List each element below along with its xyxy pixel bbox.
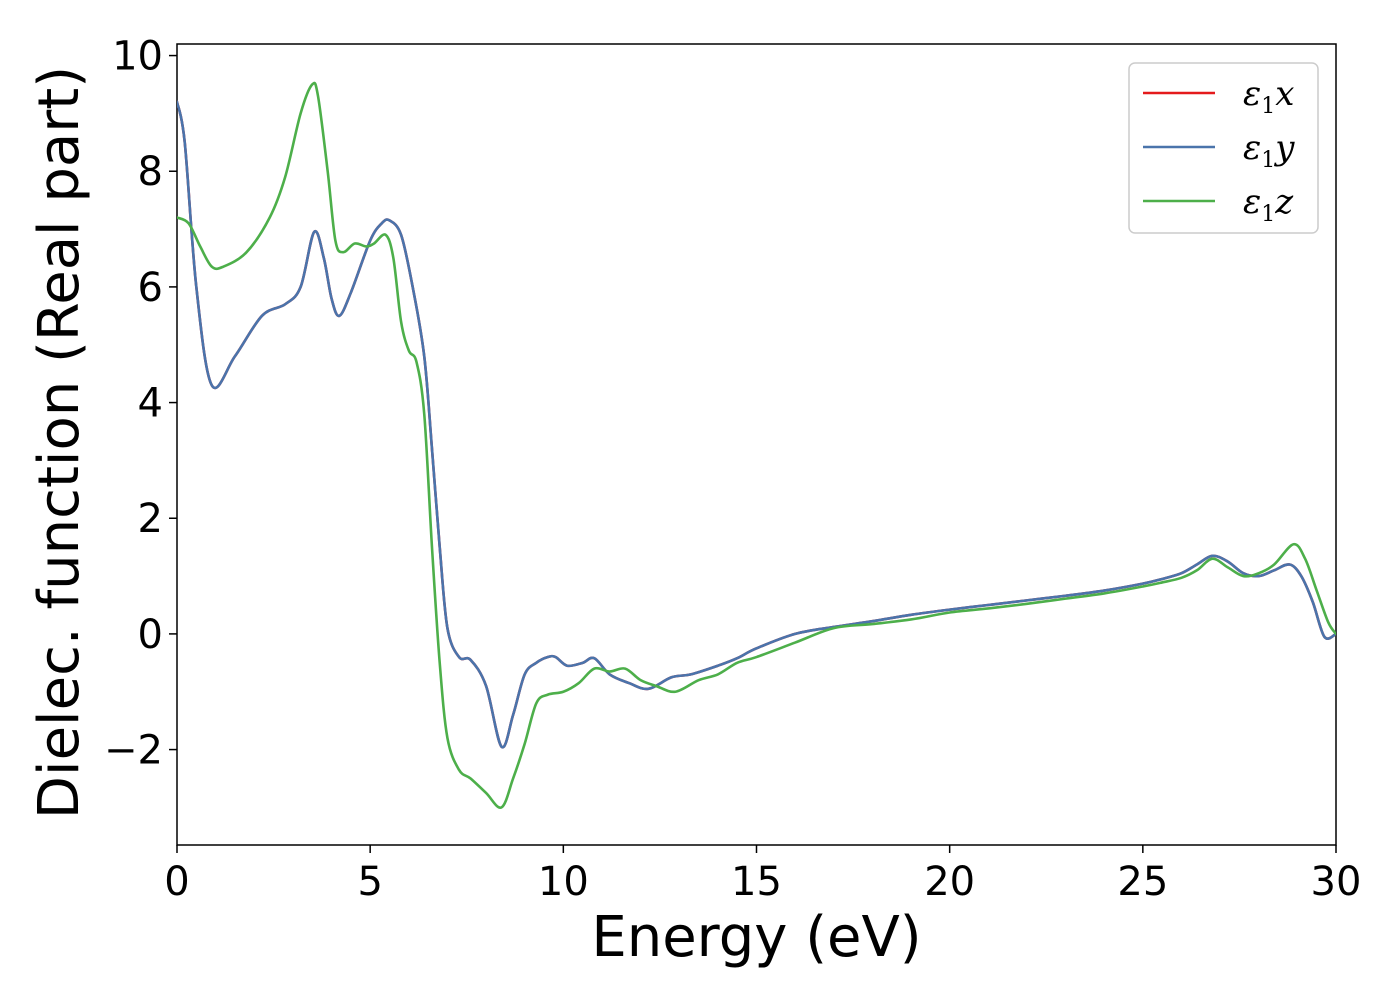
series-lines xyxy=(177,81,1336,809)
legend-label: ε1z xyxy=(1243,182,1294,227)
legend-variable: y xyxy=(1273,128,1295,168)
y-tick-label: 2 xyxy=(138,496,163,542)
legend-subscript: 1 xyxy=(1261,148,1275,173)
y-tick-label: 6 xyxy=(138,265,163,311)
legend-item-x: ε1x xyxy=(1143,74,1294,119)
y-axis: −2 0 2 4 6 8 10 xyxy=(104,34,177,774)
legend-symbol: ε xyxy=(1243,128,1261,168)
y-tick-label: 10 xyxy=(112,34,163,80)
y-tick-label: 8 xyxy=(138,149,163,195)
x-tick-label: 25 xyxy=(1117,859,1168,905)
legend-item-y: ε1y xyxy=(1143,128,1295,173)
legend-box xyxy=(1128,62,1319,234)
x-axis: 0 5 10 15 20 25 30 xyxy=(164,845,1361,905)
series-line-y xyxy=(177,100,1336,749)
x-tick-label: 10 xyxy=(538,859,589,905)
legend-symbol: ε xyxy=(1243,74,1261,114)
x-tick-label: 30 xyxy=(1311,859,1362,905)
legend-variable: x xyxy=(1275,74,1294,114)
x-axis-title: Energy (eV) xyxy=(591,905,921,970)
legend-subscript: 1 xyxy=(1261,94,1275,119)
y-axis-title: Dielec. function (Real part) xyxy=(27,66,92,819)
y-tick-label: −2 xyxy=(104,728,163,774)
x-tick-label: 20 xyxy=(924,859,975,905)
legend-item-z: ε1z xyxy=(1143,182,1294,227)
series-line-z xyxy=(177,81,1336,809)
legend-subscript: 1 xyxy=(1261,202,1275,227)
x-tick-label: 5 xyxy=(357,859,382,905)
legend-label: ε1y xyxy=(1243,128,1295,173)
legend-label: ε1x xyxy=(1243,74,1294,119)
y-tick-label: 0 xyxy=(138,612,163,658)
legend-variable: z xyxy=(1274,182,1294,222)
legend-symbol: ε xyxy=(1243,182,1261,222)
x-tick-label: 0 xyxy=(164,859,189,905)
y-tick-label: 4 xyxy=(138,381,163,427)
x-tick-label: 15 xyxy=(731,859,782,905)
